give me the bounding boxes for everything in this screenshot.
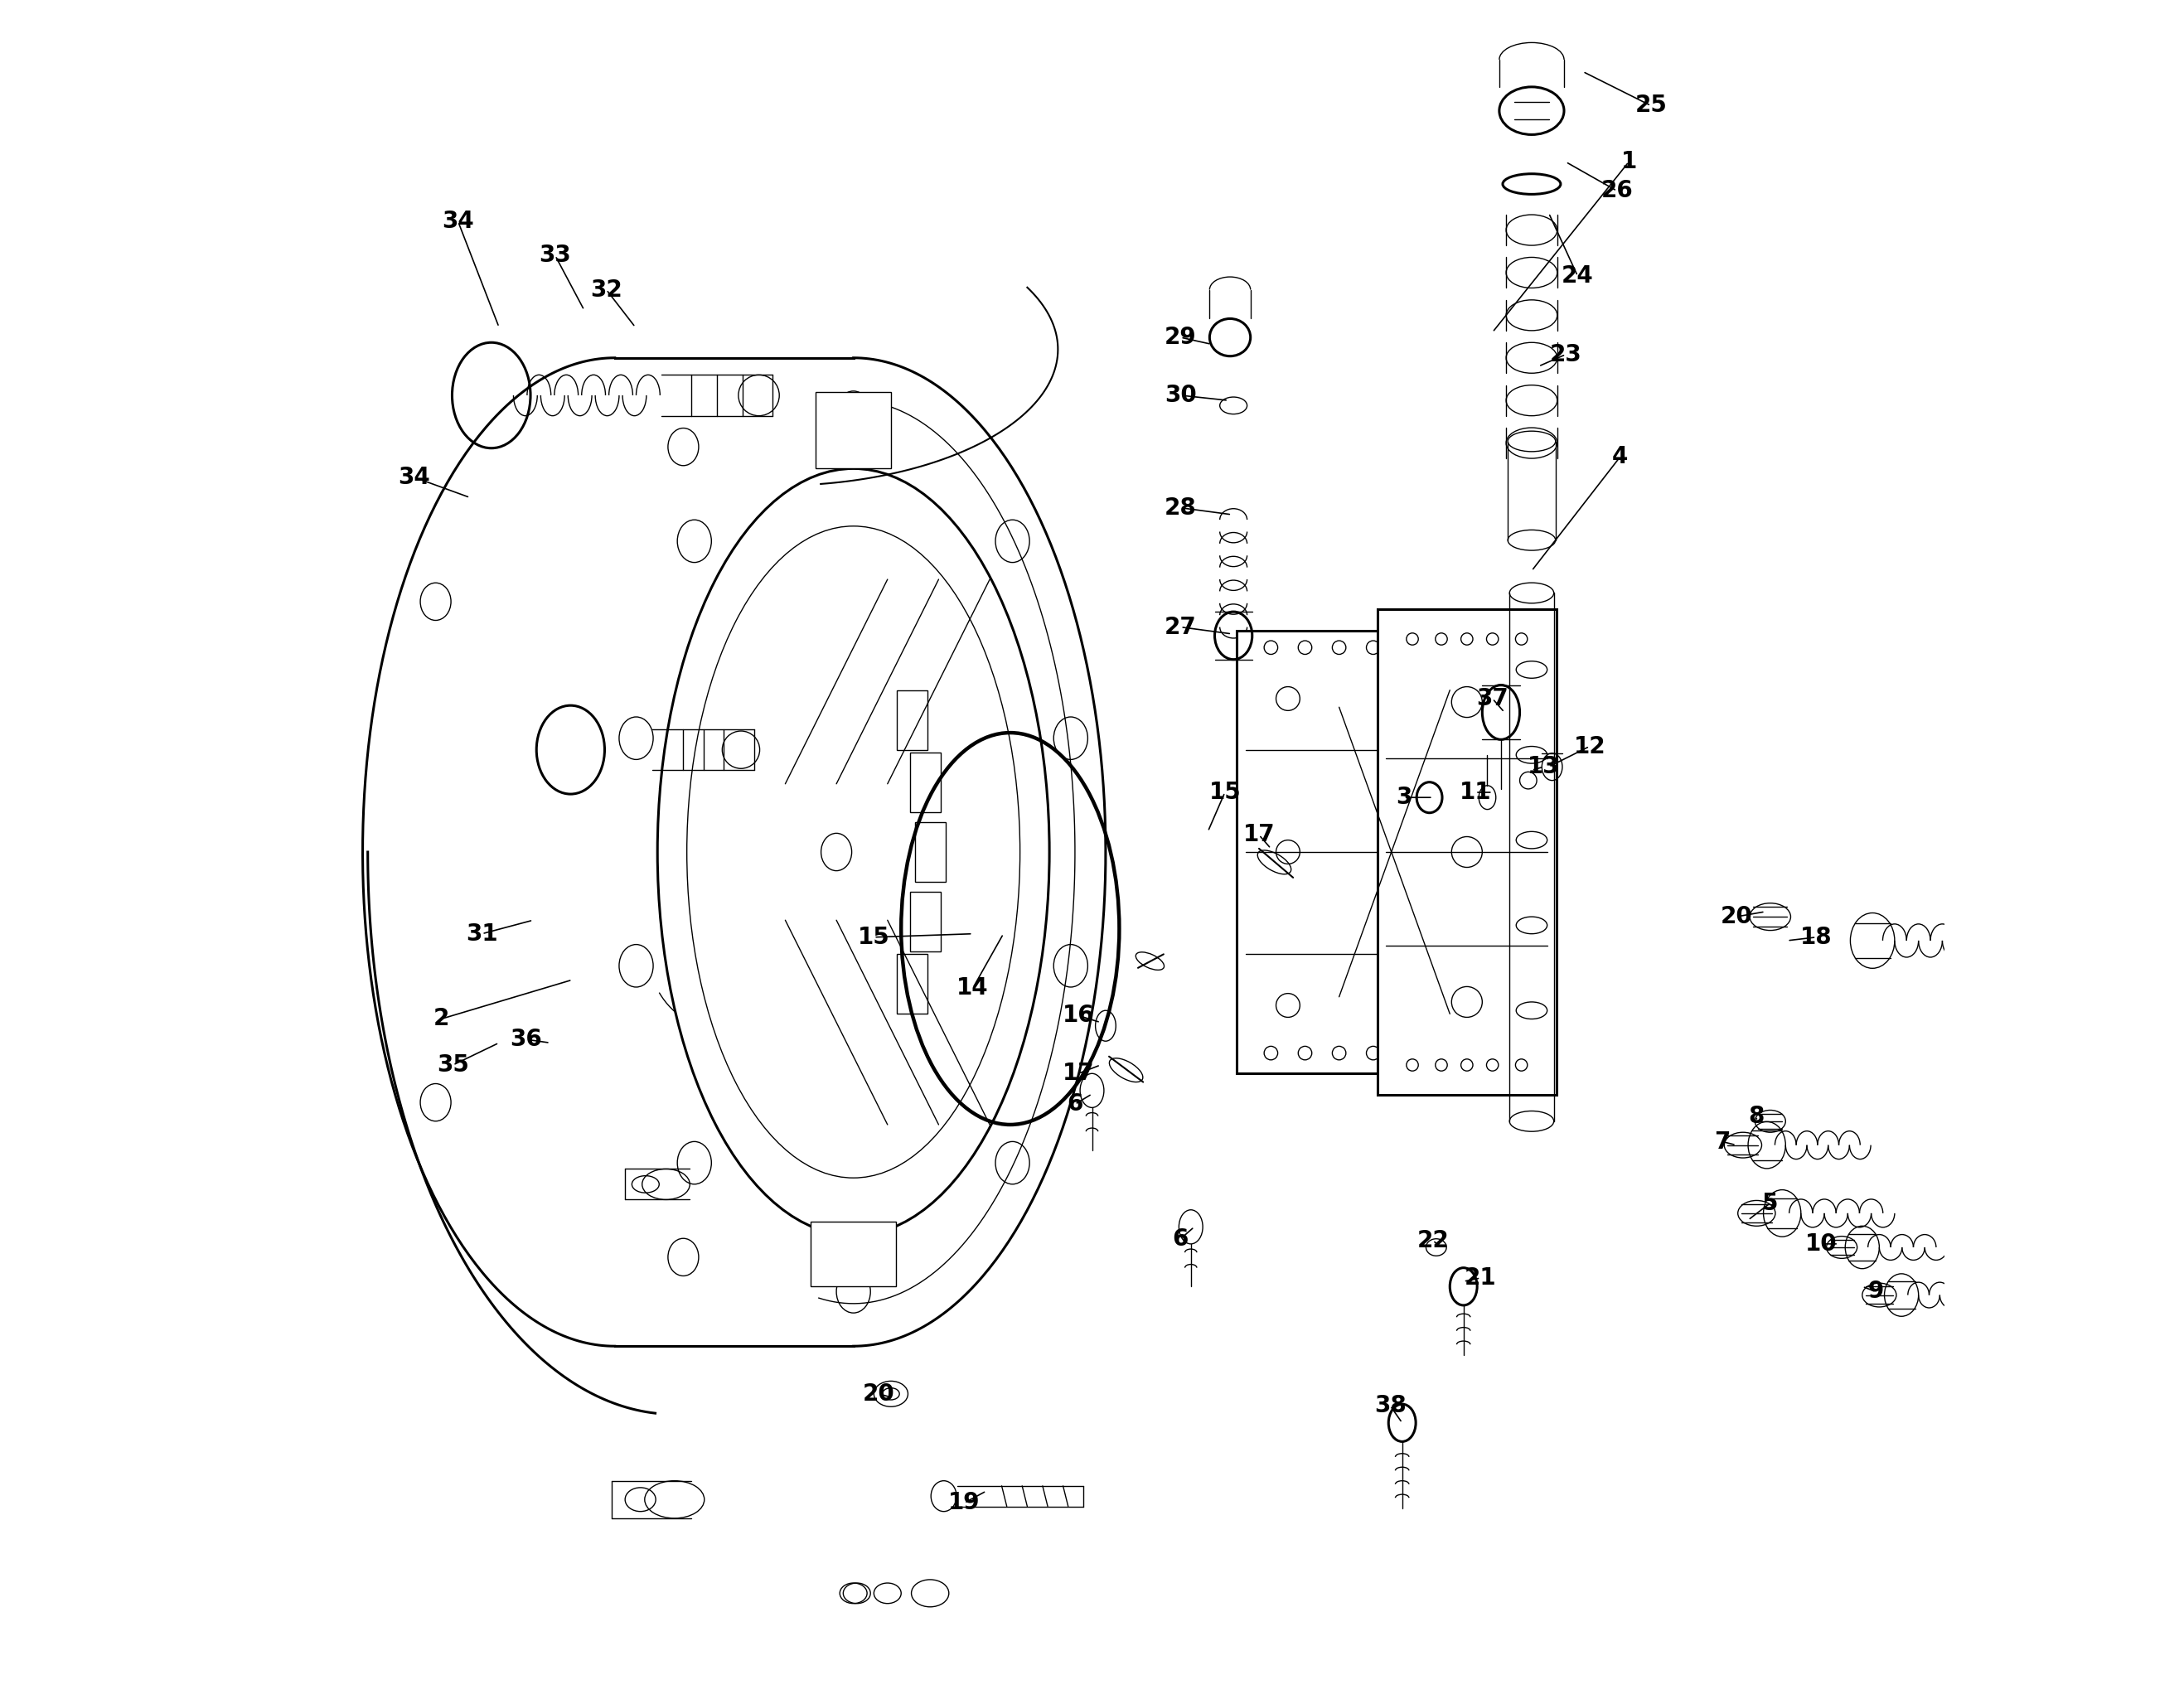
Text: 7: 7 — [1714, 1130, 1730, 1154]
Text: 18: 18 — [1800, 925, 1832, 949]
Text: 24: 24 — [1562, 264, 1594, 288]
Text: 32: 32 — [590, 278, 622, 302]
Bar — [817, 392, 891, 469]
Text: 6: 6 — [1068, 1092, 1083, 1116]
Bar — [810, 1222, 895, 1287]
Text: 27: 27 — [1164, 615, 1197, 639]
Bar — [1236, 630, 1441, 1074]
Text: 6: 6 — [1173, 1227, 1188, 1251]
Text: 37: 37 — [1476, 687, 1509, 711]
Text: 26: 26 — [1601, 179, 1634, 203]
Text: 1: 1 — [1621, 150, 1636, 174]
Text: 28: 28 — [1164, 496, 1197, 520]
Bar — [911, 893, 941, 953]
Text: 14: 14 — [957, 976, 989, 1000]
Text: 19: 19 — [948, 1491, 981, 1515]
Text: 4: 4 — [1612, 445, 1629, 469]
Text: 38: 38 — [1374, 1394, 1406, 1418]
Text: 36: 36 — [511, 1028, 542, 1051]
Text: 20: 20 — [1721, 905, 1752, 929]
Bar — [911, 751, 941, 811]
Text: 30: 30 — [1164, 383, 1197, 407]
Text: 16: 16 — [1061, 1004, 1094, 1028]
Text: 22: 22 — [1417, 1229, 1448, 1252]
Ellipse shape — [657, 469, 1048, 1235]
Text: 11: 11 — [1459, 780, 1492, 804]
Text: 20: 20 — [863, 1382, 895, 1406]
Text: 34: 34 — [441, 210, 474, 233]
Text: 15: 15 — [1210, 780, 1241, 804]
Text: 12: 12 — [1575, 734, 1605, 758]
Text: 25: 25 — [1636, 94, 1666, 118]
Bar — [915, 821, 946, 883]
Bar — [1378, 610, 1557, 1096]
Text: 8: 8 — [1749, 1104, 1765, 1128]
Text: 35: 35 — [437, 1053, 470, 1077]
Bar — [898, 954, 928, 1014]
Text: 5: 5 — [1762, 1191, 1778, 1215]
Text: 3: 3 — [1396, 786, 1411, 809]
Text: 17: 17 — [1061, 1062, 1094, 1085]
Text: 23: 23 — [1551, 343, 1581, 366]
Text: 13: 13 — [1527, 755, 1559, 779]
Text: 9: 9 — [1867, 1280, 1885, 1304]
Text: 10: 10 — [1806, 1232, 1837, 1256]
Text: 21: 21 — [1465, 1266, 1496, 1290]
Text: 34: 34 — [397, 465, 430, 489]
Text: 33: 33 — [539, 244, 572, 268]
Bar — [898, 690, 928, 750]
Text: 29: 29 — [1164, 325, 1197, 349]
Text: 31: 31 — [465, 922, 498, 946]
Text: 17: 17 — [1243, 823, 1275, 847]
Text: 15: 15 — [858, 925, 889, 949]
Text: 2: 2 — [432, 1007, 450, 1031]
